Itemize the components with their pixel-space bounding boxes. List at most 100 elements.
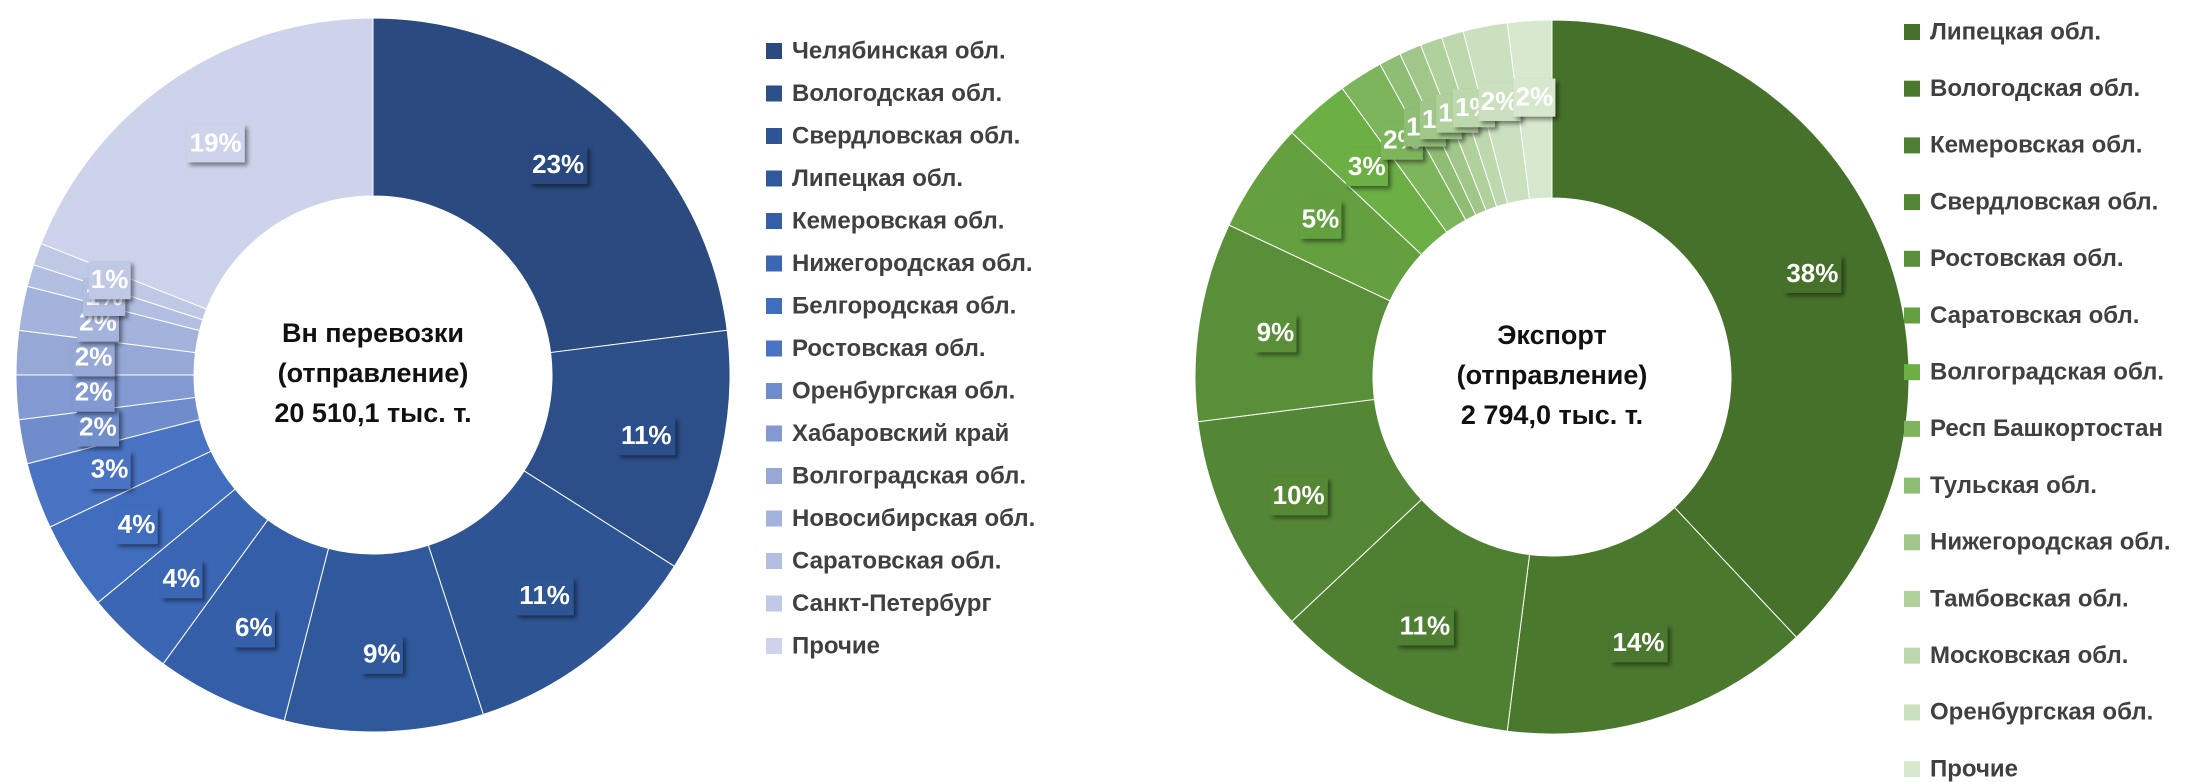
legend-label: Вологодская обл. — [1930, 75, 2140, 102]
data-label: 2% — [75, 376, 113, 406]
legend-swatch — [1904, 591, 1920, 607]
data-label: 6% — [235, 612, 273, 642]
legend-label: Ростовская обл. — [1930, 245, 2124, 272]
legend-label: Оренбургская обл. — [1930, 699, 2153, 726]
legend-label: Прочие — [1930, 755, 2018, 782]
legend-label: Волгоградская обл. — [1930, 359, 2164, 386]
slice — [1551, 19, 1910, 638]
data-label: 9% — [363, 639, 401, 669]
data-label-box — [232, 609, 275, 648]
legend-swatch — [766, 128, 782, 144]
data-label-box — [515, 577, 574, 616]
legend-label: Московская обл. — [1930, 642, 2128, 669]
legend-swatch — [766, 468, 782, 484]
data-label-box — [1395, 607, 1454, 646]
data-label: 10% — [1273, 480, 1325, 510]
legend-label: Новосибирская обл. — [792, 505, 1035, 532]
legend-swatch — [766, 510, 782, 527]
legend-label: Тамбовская обл. — [1930, 585, 2129, 612]
legend-label: Хабаровский край — [792, 420, 1009, 447]
center-text: 20 510,1 тыс. т. — [274, 398, 471, 428]
legend-label: Прочие — [792, 632, 880, 659]
data-label-box — [88, 450, 131, 489]
legend-label: Респ Башкортостан — [1930, 415, 2163, 442]
data-label: 38% — [1786, 258, 1838, 288]
data-label-box — [529, 145, 588, 184]
data-label: 3% — [91, 454, 129, 484]
data-label: 11% — [519, 580, 570, 610]
legend-swatch — [766, 638, 782, 654]
data-label: 2% — [75, 341, 113, 371]
legend-swatch — [766, 340, 782, 357]
legend-swatch — [1904, 477, 1920, 494]
data-label: 19% — [190, 127, 242, 157]
legend-swatch — [1904, 194, 1920, 211]
data-label-box — [617, 417, 676, 456]
data-label-box — [1299, 200, 1342, 239]
legend-label: Белгородская обл. — [792, 292, 1016, 319]
data-label: 4% — [118, 509, 156, 539]
legend-label: Свердловская обл. — [792, 122, 1020, 149]
data-label-box — [88, 261, 131, 300]
legend-swatch — [1904, 761, 1920, 778]
data-label-box — [115, 506, 158, 545]
legend-swatch — [1904, 80, 1920, 97]
data-label-box — [76, 408, 119, 447]
legend-label: Липецкая обл. — [792, 165, 963, 192]
data-label-box — [186, 124, 245, 163]
center-text: Вн перевозки — [282, 318, 464, 348]
data-label: 4% — [163, 563, 201, 593]
legend-label: Вологодская обл. — [792, 80, 1002, 107]
data-label: 5% — [1302, 203, 1340, 233]
legend-swatch — [766, 553, 782, 569]
legend-swatch — [766, 213, 782, 229]
data-label: 1% — [91, 264, 129, 294]
data-label: 2% — [1516, 81, 1554, 111]
legend-swatch — [766, 255, 782, 272]
center-text: Экспорт — [1497, 320, 1607, 350]
data-label-box — [1609, 624, 1668, 663]
legend-swatch — [766, 170, 782, 187]
legend-swatch — [766, 298, 782, 314]
legend-swatch — [1904, 534, 1920, 551]
data-label-box — [360, 635, 403, 674]
data-label-box — [160, 560, 203, 599]
slice — [40, 17, 374, 310]
legend-label: Тульская обл. — [1930, 472, 2097, 499]
data-label-box — [1269, 477, 1328, 516]
legend-swatch — [1904, 137, 1920, 154]
data-label: 2% — [1481, 86, 1519, 116]
data-label: 14% — [1613, 627, 1665, 657]
legend-swatch — [1904, 24, 1920, 40]
legend-swatch — [1904, 364, 1920, 381]
legend-label: Свердловская обл. — [1930, 188, 2158, 215]
data-label-box — [1783, 254, 1842, 293]
legend-swatch — [766, 85, 782, 102]
center-text: (отправление) — [1457, 360, 1648, 390]
center-text: 2 794,0 тыс. т. — [1461, 400, 1643, 430]
legend-swatch — [766, 595, 782, 612]
legend-swatch — [1904, 704, 1920, 721]
legend-label: Саратовская обл. — [792, 547, 1001, 574]
legend-label: Кемеровская обл. — [792, 207, 1004, 234]
legend-label: Санкт-Петербург — [792, 590, 991, 617]
center-text: (отправление) — [278, 358, 469, 388]
slice — [372, 17, 728, 354]
data-label: 23% — [532, 149, 584, 179]
legend-swatch — [766, 43, 782, 59]
data-label-box — [72, 338, 115, 377]
data-label-box — [72, 373, 115, 412]
data-label: 3% — [1348, 151, 1386, 181]
legend-label: Нижегородская обл. — [1930, 529, 2171, 556]
legend-label: Челябинская обл. — [792, 37, 1006, 64]
legend-swatch — [766, 425, 782, 442]
data-label: 11% — [1400, 610, 1451, 640]
legend-label: Оренбургская обл. — [792, 377, 1015, 404]
legend-label: Липецкая обл. — [1930, 18, 2101, 45]
data-label-box — [1254, 314, 1297, 353]
legend-label: Кемеровская обл. — [1930, 132, 2142, 159]
legend-label: Нижегородская обл. — [792, 250, 1033, 277]
legend-swatch — [1904, 647, 1920, 664]
legend-label: Ростовская обл. — [792, 335, 986, 362]
